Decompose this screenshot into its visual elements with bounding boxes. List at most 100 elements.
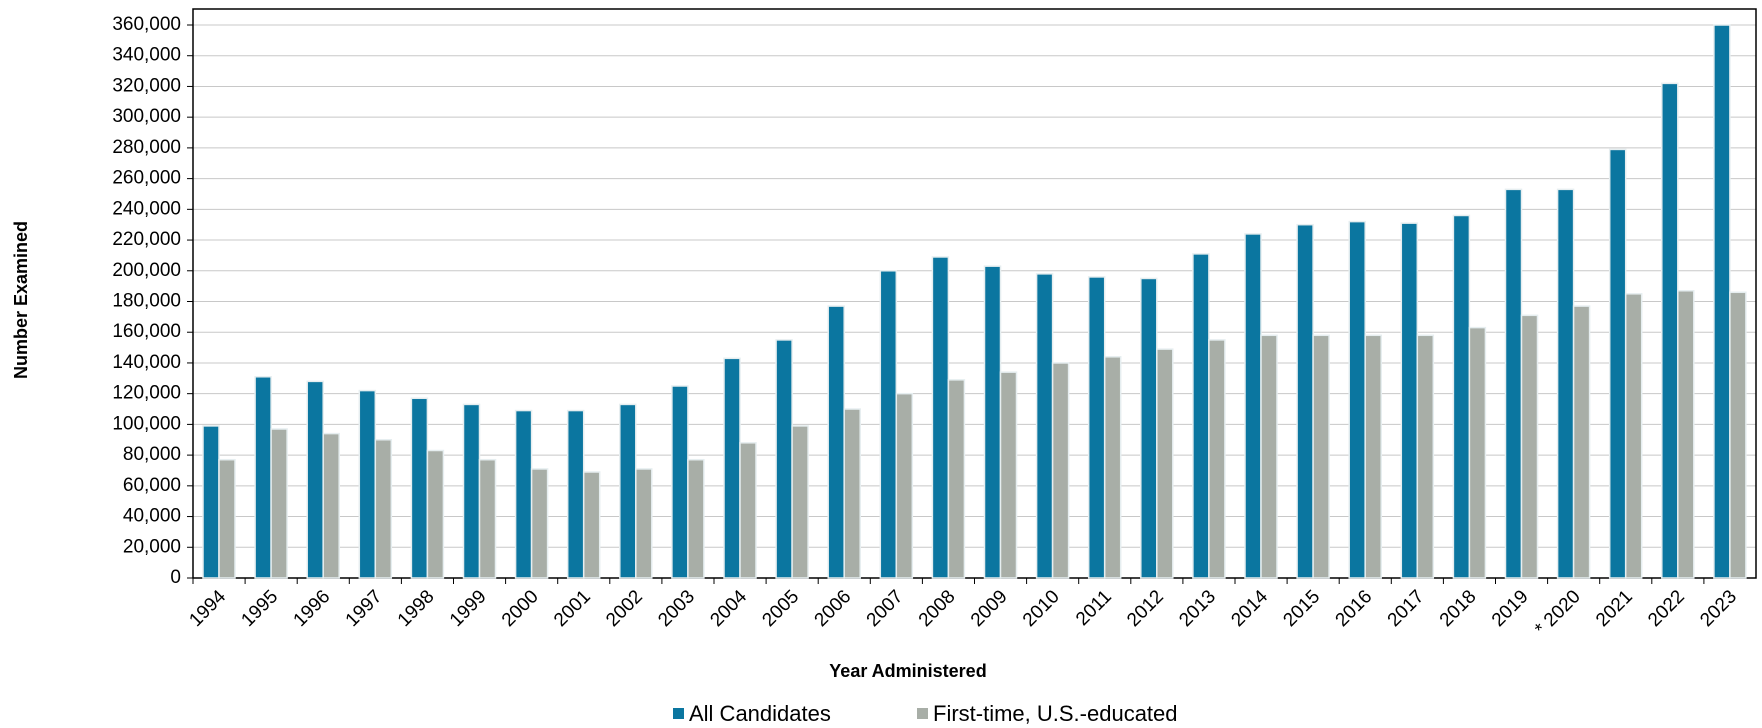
- x-tick-label: 2000: [498, 586, 543, 631]
- bar: [410, 397, 429, 579]
- y-tick-label: 240,000: [112, 198, 181, 219]
- bar: [306, 380, 324, 579]
- bar: [1103, 356, 1122, 579]
- x-tick-label: 2013: [1175, 586, 1220, 631]
- y-tick-label: 20,000: [123, 536, 181, 557]
- x-tick-label: 2015: [1279, 586, 1324, 631]
- bar: [358, 389, 377, 579]
- y-tick-label: 220,000: [112, 229, 181, 250]
- y-tick-label: 340,000: [112, 45, 181, 66]
- bar: [1416, 334, 1435, 579]
- bar: [1713, 24, 1731, 579]
- y-tick-label: 120,000: [112, 383, 181, 404]
- bar: [1035, 273, 1054, 579]
- x-tick-label: 2005: [758, 586, 803, 631]
- bar: [1572, 305, 1591, 579]
- x-tick-label: 2003: [654, 586, 699, 631]
- bar: [1140, 277, 1158, 579]
- bar: [983, 265, 1002, 579]
- x-tick-label: 2011: [1072, 586, 1116, 630]
- x-tick-label: 2022: [1644, 586, 1689, 631]
- bar: [1608, 148, 1627, 579]
- bar: [1729, 291, 1747, 579]
- bar: [270, 428, 288, 579]
- y-tick-label: 80,000: [123, 444, 181, 465]
- bar: [723, 357, 741, 579]
- bar: [1192, 253, 1210, 579]
- bar: [1296, 223, 1314, 579]
- y-tick-label: 300,000: [112, 106, 181, 127]
- bar: [619, 403, 637, 579]
- bar: [582, 471, 601, 579]
- bar: [1087, 276, 1106, 579]
- bar: [530, 468, 549, 579]
- bar: [1364, 334, 1382, 579]
- x-tick-label: 2012: [1123, 586, 1168, 631]
- bar: [1400, 222, 1419, 579]
- bar: [426, 449, 445, 579]
- bar: [1556, 188, 1575, 579]
- bar: [254, 376, 272, 579]
- bar: [635, 468, 653, 579]
- legend-label: All Candidates: [689, 701, 831, 726]
- bar: [739, 442, 757, 579]
- bar: [1156, 348, 1174, 579]
- x-tick-label: 2023: [1696, 586, 1741, 631]
- bar: [895, 392, 914, 579]
- bar: [999, 371, 1018, 579]
- x-tick-label: 2010: [1019, 586, 1064, 631]
- bar: [566, 409, 585, 579]
- y-tick-label: 280,000: [112, 137, 181, 158]
- x-tick-label: 1994: [185, 586, 230, 631]
- x-tick-label: 1996: [290, 586, 335, 631]
- x-tick-label: 2021: [1592, 586, 1637, 631]
- bar: [462, 403, 481, 579]
- y-tick-label: 100,000: [112, 413, 181, 434]
- x-tick-label: 1995: [237, 586, 282, 631]
- bar: [1244, 233, 1262, 579]
- legend-swatch: [673, 708, 684, 719]
- y-tick-label: 180,000: [112, 291, 181, 312]
- y-axis-title: Number Examined: [11, 221, 31, 379]
- bar: [322, 432, 340, 579]
- x-tick-label: 1997: [342, 586, 387, 631]
- y-tick-label: 140,000: [112, 352, 181, 373]
- bar: [1348, 220, 1366, 579]
- bar: [1520, 314, 1539, 579]
- bar: [1661, 82, 1679, 579]
- y-tick-label: 60,000: [123, 475, 181, 496]
- x-axis-title: Year Administered: [829, 661, 986, 681]
- bar: [775, 339, 793, 579]
- x-tick-label: * 2020: [1531, 586, 1585, 640]
- bar: [514, 409, 533, 579]
- bar: [827, 305, 845, 579]
- y-tick-label: 40,000: [123, 506, 181, 527]
- bar: [931, 256, 950, 579]
- bar: [947, 379, 966, 579]
- y-tick-label: 320,000: [112, 75, 181, 96]
- x-tick-label: 2017: [1384, 586, 1429, 631]
- x-tick-label: 2007: [863, 586, 908, 631]
- bar: [843, 408, 861, 579]
- bar: [374, 439, 393, 579]
- x-tick-label: 2014: [1227, 586, 1272, 631]
- x-tick-label: 1998: [394, 586, 439, 631]
- x-tick-label: 2001: [550, 586, 595, 631]
- bar: [1452, 214, 1471, 579]
- x-tick-label: 2009: [967, 586, 1012, 631]
- x-tick-label: 1999: [446, 586, 491, 631]
- bar: [218, 458, 236, 579]
- legend-label: First-time, U.S.-educated: [933, 701, 1178, 726]
- bar: [1468, 326, 1487, 579]
- bar: [1208, 339, 1226, 579]
- y-tick-label: 200,000: [112, 260, 181, 281]
- bar: [1051, 362, 1070, 579]
- y-tick-label: 360,000: [112, 14, 181, 35]
- bar: [1312, 334, 1330, 579]
- y-tick-label: 0: [170, 567, 181, 588]
- bar: [478, 458, 497, 579]
- bar: [1260, 334, 1278, 579]
- legend-swatch: [917, 708, 928, 719]
- bar: [202, 425, 220, 579]
